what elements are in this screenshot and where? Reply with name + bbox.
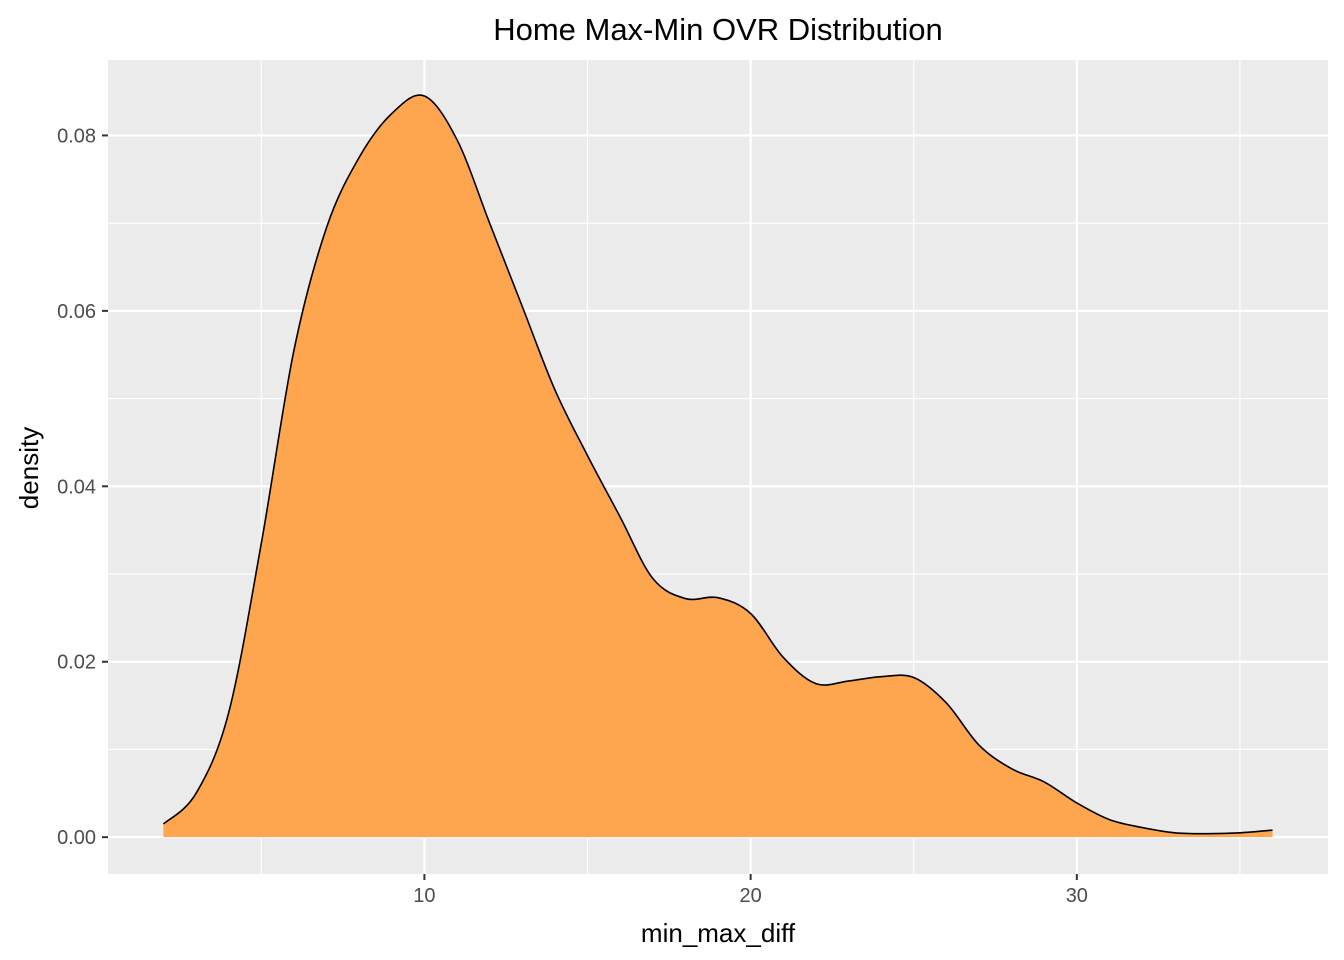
x-tick-label: 20 (739, 885, 761, 907)
y-axis-title: density (14, 427, 44, 509)
x-tick-label: 30 (1066, 885, 1088, 907)
y-axis-ticks: 0.00 0.02 0.04 0.06 0.08 (57, 125, 108, 849)
density-area (163, 95, 1273, 838)
y-tick-label: 0.02 (57, 652, 96, 674)
density-line (162, 94, 1273, 835)
chart-title: Home Max-Min OVR Distribution (493, 12, 943, 47)
x-axis-title: min_max_diff (641, 918, 796, 948)
y-tick-label: 0.06 (57, 301, 96, 323)
y-tick-label: 0.00 (57, 827, 96, 849)
y-tick-label: 0.04 (57, 476, 96, 498)
x-axis-ticks: 10 20 30 (413, 874, 1088, 907)
x-tick-label: 10 (413, 885, 435, 907)
y-tick-label: 0.08 (57, 125, 96, 147)
